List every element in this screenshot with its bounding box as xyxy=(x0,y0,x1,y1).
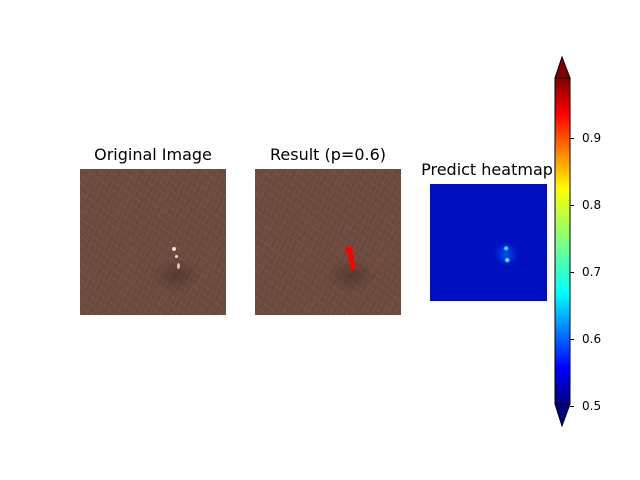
original-image-title: Original Image xyxy=(94,145,212,164)
colorbar-tick-label: 0.7 xyxy=(582,265,602,279)
colorbar-tick-label: 0.5 xyxy=(582,399,602,413)
colorbar-tick xyxy=(570,406,574,407)
colorbar-tick xyxy=(570,339,574,340)
defect-highlight xyxy=(175,255,178,258)
defect-mask xyxy=(350,262,355,270)
predict-heatmap-image xyxy=(430,184,547,301)
result-overlay-image xyxy=(255,169,401,315)
colorbar-tick xyxy=(570,272,574,273)
result-image-title: Result (p=0.6) xyxy=(269,145,386,164)
colorbar-tick-label: 0.6 xyxy=(582,332,602,346)
heatmap-title: Predict heatmap xyxy=(421,160,553,179)
original-leather-image xyxy=(80,169,226,315)
colorbar-gradient xyxy=(554,77,571,405)
colorbar-tick xyxy=(570,138,574,139)
colorbar xyxy=(554,55,571,428)
defect-highlight xyxy=(177,263,180,269)
colorbar-tick-label: 0.8 xyxy=(582,198,602,212)
colorbar-extend-bottom xyxy=(554,403,571,428)
colorbar-tick xyxy=(570,205,574,206)
defect-mask xyxy=(348,253,354,263)
colorbar-tick-label: 0.9 xyxy=(582,131,602,145)
defect-mask xyxy=(345,246,353,254)
colorbar-extend-top xyxy=(554,55,571,79)
defect-highlight xyxy=(172,247,176,251)
